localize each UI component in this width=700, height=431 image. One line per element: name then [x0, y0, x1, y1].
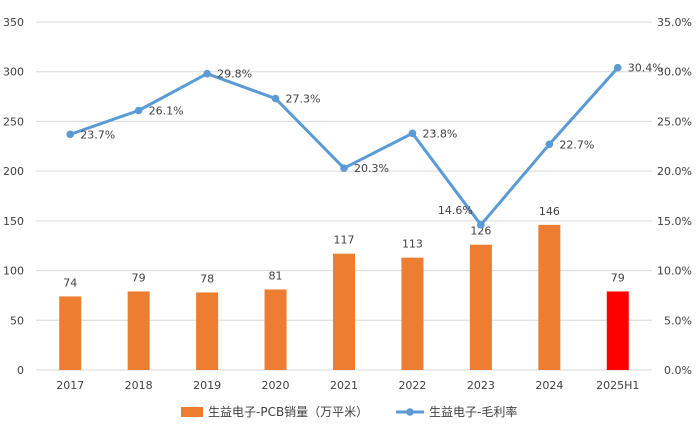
- bar-data-label: 79: [611, 271, 625, 284]
- bar-data-label: 74: [63, 276, 77, 289]
- left-tick-label: 150: [3, 215, 24, 228]
- left-tick-label: 200: [3, 165, 24, 178]
- line-data-label: 27.3%: [286, 93, 321, 106]
- right-tick-label: 35.0%: [657, 16, 692, 29]
- legend-label-bar: 生益电子-PCB销量（万平米）: [208, 405, 368, 419]
- left-tick-label: 350: [3, 16, 24, 29]
- x-tick-label: 2020: [262, 379, 290, 392]
- right-axis: 0.0% 5.0% 10.0% 15.0% 20.0% 25.0% 30.0% 35.0%: [657, 16, 692, 377]
- right-tick-label: 5.0%: [664, 314, 692, 327]
- left-tick-label: 250: [3, 115, 24, 128]
- line-point: [271, 94, 280, 103]
- bar-data-labels: 74 79 78 81 117 113 126 146 79: [63, 205, 625, 290]
- line-data-label: 23.8%: [422, 127, 457, 140]
- x-axis: 2017 2018 2019 2020 2021 2022 2023 2024 2025H1: [56, 379, 639, 392]
- legend: 生益电子-PCB销量（万平米） 生益电子-毛利率: [181, 404, 517, 419]
- right-tick-label: 25.0%: [657, 115, 692, 128]
- bar: [401, 257, 424, 370]
- bar-data-label: 78: [200, 272, 214, 285]
- x-tick-label: 2019: [193, 379, 221, 392]
- bar: [333, 253, 355, 370]
- line-data-label: 29.8%: [217, 68, 252, 81]
- x-tick-label: 2025H1: [596, 379, 639, 392]
- left-tick-label: 50: [10, 314, 24, 327]
- bar: [538, 224, 561, 370]
- bar-data-label: 79: [132, 271, 146, 284]
- right-tick-label: 0.0%: [664, 364, 692, 377]
- left-tick-label: 100: [3, 265, 24, 278]
- bar: [127, 291, 150, 370]
- x-tick-label: 2023: [467, 379, 495, 392]
- right-tick-label: 10.0%: [657, 265, 692, 278]
- x-tick-label: 2022: [398, 379, 426, 392]
- line-data-label: 20.3%: [354, 162, 389, 175]
- right-tick-label: 15.0%: [657, 215, 692, 228]
- x-tick-label: 2018: [125, 379, 153, 392]
- left-tick-label: 300: [3, 66, 24, 79]
- bar: [59, 296, 82, 370]
- line-data-label: 30.4%: [628, 62, 663, 75]
- line-point: [66, 130, 75, 139]
- line-data-labels: 23.7% 26.1% 29.8% 27.3% 20.3% 23.8% 14.6% 22.7%…: [80, 62, 663, 217]
- left-axis: 0 50 100 150 200 250 300 350: [3, 16, 24, 377]
- line-data-label: 22.7%: [559, 138, 594, 151]
- bar-data-label: 117: [334, 234, 355, 247]
- right-tick-label: 30.0%: [657, 66, 692, 79]
- bar: [606, 291, 629, 370]
- bar: [196, 292, 219, 370]
- line-point: [203, 69, 211, 78]
- bar: [264, 289, 287, 370]
- line-data-label: 26.1%: [149, 104, 184, 117]
- line-data-label: 14.6%: [438, 204, 473, 217]
- line-point: [613, 63, 622, 72]
- bar-data-label: 146: [539, 205, 560, 218]
- bar-data-label: 113: [402, 238, 423, 251]
- bar: [469, 244, 492, 370]
- line-point: [134, 106, 143, 115]
- line-series: [66, 63, 622, 229]
- line-path: [69, 66, 619, 227]
- bar-series: [59, 224, 629, 370]
- x-tick-label: 2024: [535, 379, 563, 392]
- legend-swatch-marker: [406, 408, 414, 416]
- line-point: [545, 140, 554, 149]
- line-point: [408, 129, 417, 138]
- legend-swatch-bar: [181, 407, 203, 417]
- bar-data-label: 126: [470, 225, 491, 238]
- x-tick-label: 2021: [330, 379, 358, 392]
- line-point: [477, 221, 485, 229]
- legend-label-line: 生益电子-毛利率: [429, 404, 517, 419]
- right-tick-label: 20.0%: [657, 165, 692, 178]
- line-data-label: 23.7%: [80, 128, 115, 141]
- bar-data-label: 81: [269, 269, 283, 282]
- line-point: [340, 164, 348, 172]
- x-tick-label: 2017: [56, 379, 84, 392]
- left-tick-label: 0: [17, 364, 24, 377]
